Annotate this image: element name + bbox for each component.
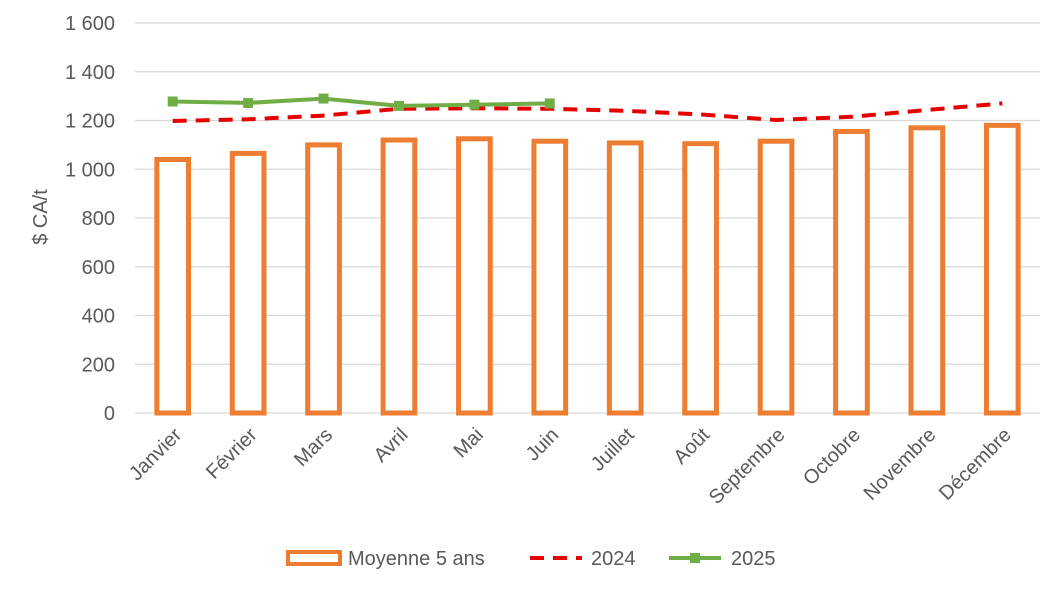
marker-2025 — [167, 96, 178, 107]
y-tick-label: 1 600 — [65, 13, 115, 35]
x-tick-label: Mai — [450, 424, 488, 462]
y-axis-ticks: 0 200 400 600 800 1 000 1 200 1 400 1 600 — [65, 13, 115, 425]
y-tick-label: 200 — [82, 354, 115, 376]
x-tick-label: Septembre — [705, 424, 790, 509]
marker-2025 — [469, 99, 480, 110]
x-tick-label: Janvier — [125, 424, 186, 485]
y-tick-label: 800 — [82, 208, 115, 230]
bar-moyenne-5-ans — [154, 157, 192, 416]
bar-moyenne-5-ans — [456, 136, 493, 416]
marker-2025 — [544, 98, 555, 109]
x-tick-label: Août — [670, 424, 715, 469]
bar-moyenne-5-ans — [606, 140, 644, 416]
bar-moyenne-5-ans — [682, 141, 719, 416]
legend-swatch-bar — [286, 550, 342, 566]
y-tick-label: 1 200 — [65, 111, 115, 133]
x-tick-label: Juin — [522, 424, 564, 466]
line-2025 — [172, 96, 550, 108]
y-tick-label: 1 000 — [65, 159, 115, 181]
x-tick-label: Décembre — [935, 424, 1016, 505]
legend: Moyenne 5 ans 2024 2025 — [286, 548, 776, 570]
bar-moyenne-5-ans — [229, 150, 267, 416]
bar-moyenne-5-ans — [983, 122, 1021, 416]
marker-2025 — [393, 100, 404, 111]
x-tick-label: Octobre — [799, 424, 865, 490]
x-tick-label: Février — [202, 424, 262, 484]
y-tick-label: 1 400 — [65, 62, 115, 84]
marker-2025 — [318, 93, 329, 104]
legend-label: Moyenne 5 ans — [348, 548, 485, 570]
bar-moyenne-5-ans — [380, 137, 418, 416]
line-series — [167, 93, 1003, 123]
bar-moyenne-5-ans — [305, 142, 342, 416]
line-2024 — [172, 101, 1003, 123]
bar-moyenne-5-ans — [757, 138, 795, 416]
bar-moyenne-5-ans — [908, 125, 946, 416]
bar-moyenne-5-ans — [833, 128, 870, 416]
marker-2025 — [243, 97, 254, 108]
y-tick-label: 600 — [82, 257, 115, 279]
x-tick-label: Mars — [290, 424, 337, 471]
bar-series — [154, 122, 1021, 416]
legend-label: 2025 — [731, 548, 776, 570]
gridlines — [135, 22, 1040, 414]
legend-label: 2024 — [591, 548, 636, 570]
x-tick-label: Avril — [370, 424, 413, 467]
bar-moyenne-5-ans — [531, 138, 569, 416]
legend-swatch-marker — [690, 553, 700, 563]
x-tick-label: Novembre — [860, 424, 941, 505]
x-tick-label: Juillet — [587, 424, 639, 476]
y-tick-label: 400 — [82, 306, 115, 328]
y-axis-title: $ CA/t — [30, 189, 52, 245]
y-tick-label: 0 — [104, 403, 115, 425]
x-axis-ticks: Janvier Février Mars Avril Mai Juin Juillet Aoû… — [125, 424, 1016, 509]
